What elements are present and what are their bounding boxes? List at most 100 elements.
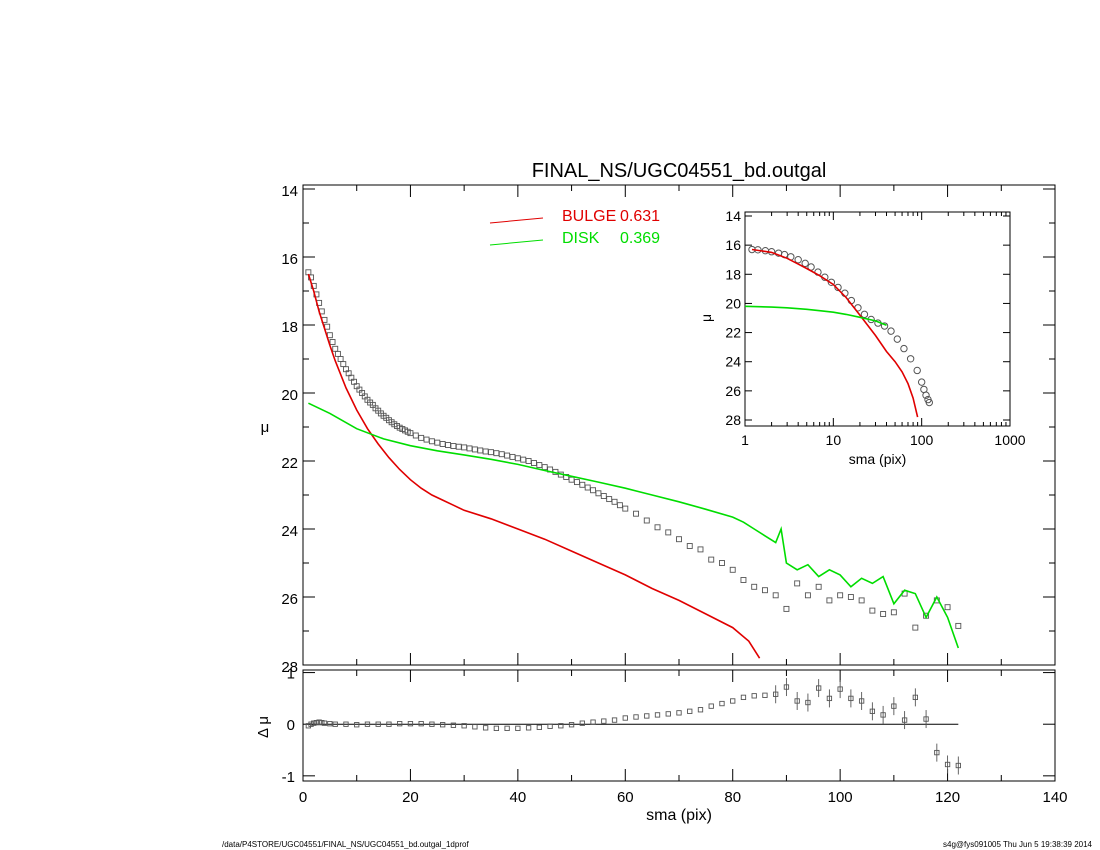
inset-data-point (907, 356, 913, 362)
data-point (446, 443, 451, 448)
data-point (591, 488, 596, 493)
main-y-tick-label: 16 (281, 251, 298, 268)
residual-point (328, 721, 332, 725)
residual-point (752, 694, 756, 698)
x-tick-label: 80 (724, 789, 741, 806)
residual-y-axis-label: Δ μ (255, 716, 272, 738)
data-point (612, 499, 617, 504)
data-point (440, 442, 445, 447)
residual-point (763, 693, 767, 697)
data-point (462, 445, 467, 450)
data-point (585, 485, 590, 490)
inset-x-axis-label: sma (pix) (849, 451, 907, 467)
residual-point (494, 726, 498, 730)
inset-data-point (918, 379, 924, 385)
data-point (827, 598, 832, 603)
residual-point (355, 723, 359, 727)
data-point (859, 598, 864, 603)
data-point (623, 506, 628, 511)
inset-x-tick-label: 10 (826, 432, 842, 448)
inset-x-tick-label: 100 (910, 432, 934, 448)
inset-y-tick-label: 20 (725, 295, 741, 311)
data-point (719, 561, 724, 566)
data-point (494, 451, 499, 456)
data-point (335, 351, 340, 356)
data-point (838, 593, 843, 598)
data-point (456, 444, 461, 449)
data-point (773, 593, 778, 598)
residual-point (602, 719, 606, 723)
residual-point (580, 721, 584, 725)
data-point (709, 557, 714, 562)
bulge-series-line (308, 274, 759, 658)
data-point (413, 433, 418, 438)
residual-point (612, 718, 616, 722)
residual-point (516, 726, 520, 730)
data-point (521, 457, 526, 462)
residual-point (569, 723, 573, 727)
inset-y-tick-label: 22 (725, 325, 741, 341)
data-point (429, 439, 434, 444)
inset-data-point (802, 260, 808, 266)
main-y-tick-label: 22 (281, 455, 298, 472)
data-point (805, 593, 810, 598)
x-tick-label: 20 (402, 789, 419, 806)
data-point (795, 581, 800, 586)
footer-path: /data/P4STORE/UGC04551/FINAL_NS/UGC04551… (222, 840, 469, 849)
inset-x-tick-label: 1000 (994, 432, 1025, 448)
inset-data-point (861, 311, 867, 317)
data-point (601, 494, 606, 499)
legend-swatch-bulge (490, 218, 543, 223)
residual-point (451, 723, 455, 727)
data-point (515, 456, 520, 461)
data-point (617, 503, 622, 508)
data-point (596, 491, 601, 496)
data-point (489, 450, 494, 455)
data-point (472, 447, 477, 452)
inset-y-tick-label: 28 (725, 412, 741, 428)
data-point (816, 584, 821, 589)
legend-value-disk: 0.369 (620, 230, 660, 247)
data-point (327, 333, 332, 338)
residual-point (397, 721, 401, 725)
legend-value-bulge: 0.631 (620, 208, 660, 225)
disk-series-line (308, 403, 958, 648)
residual-point (666, 712, 670, 716)
data-point (945, 605, 950, 610)
main-y-tick-label: 14 (281, 183, 298, 200)
residual-point (591, 720, 595, 724)
x-tick-label: 60 (617, 789, 634, 806)
inset-y-axis-label: μ (698, 314, 714, 322)
residual-point (655, 713, 659, 717)
data-point (687, 544, 692, 549)
data-point (435, 440, 440, 445)
footer-stamp: s4g@fys091005 Thu Jun 5 19:38:39 2014 (943, 840, 1092, 849)
residual-point (677, 711, 681, 715)
residual-point (698, 708, 702, 712)
main-y-tick-label: 20 (281, 387, 298, 404)
data-point (730, 567, 735, 572)
data-point (574, 480, 579, 485)
residual-y-tick-label: -1 (282, 769, 295, 786)
residual-point (731, 699, 735, 703)
data-point (698, 547, 703, 552)
data-point (419, 435, 424, 440)
inset-data-point (888, 328, 894, 334)
data-point (542, 465, 547, 470)
inset-data-point (894, 336, 900, 342)
residual-point (526, 726, 530, 730)
data-point (537, 463, 542, 468)
main-y-tick-label: 18 (281, 319, 298, 336)
data-point (655, 525, 660, 530)
data-point (848, 595, 853, 600)
data-point (870, 608, 875, 613)
inset-x-tick-label: 1 (741, 432, 749, 448)
inset-y-tick-label: 16 (725, 237, 741, 253)
residual-point (720, 701, 724, 705)
residual-point (688, 709, 692, 713)
residual-point (419, 721, 423, 725)
residual-point (408, 721, 412, 725)
residual-point (537, 725, 541, 729)
x-tick-label: 120 (935, 789, 960, 806)
inset-data-point (914, 367, 920, 373)
